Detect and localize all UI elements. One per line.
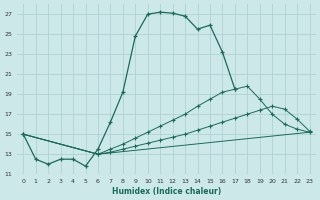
X-axis label: Humidex (Indice chaleur): Humidex (Indice chaleur) <box>112 187 221 196</box>
